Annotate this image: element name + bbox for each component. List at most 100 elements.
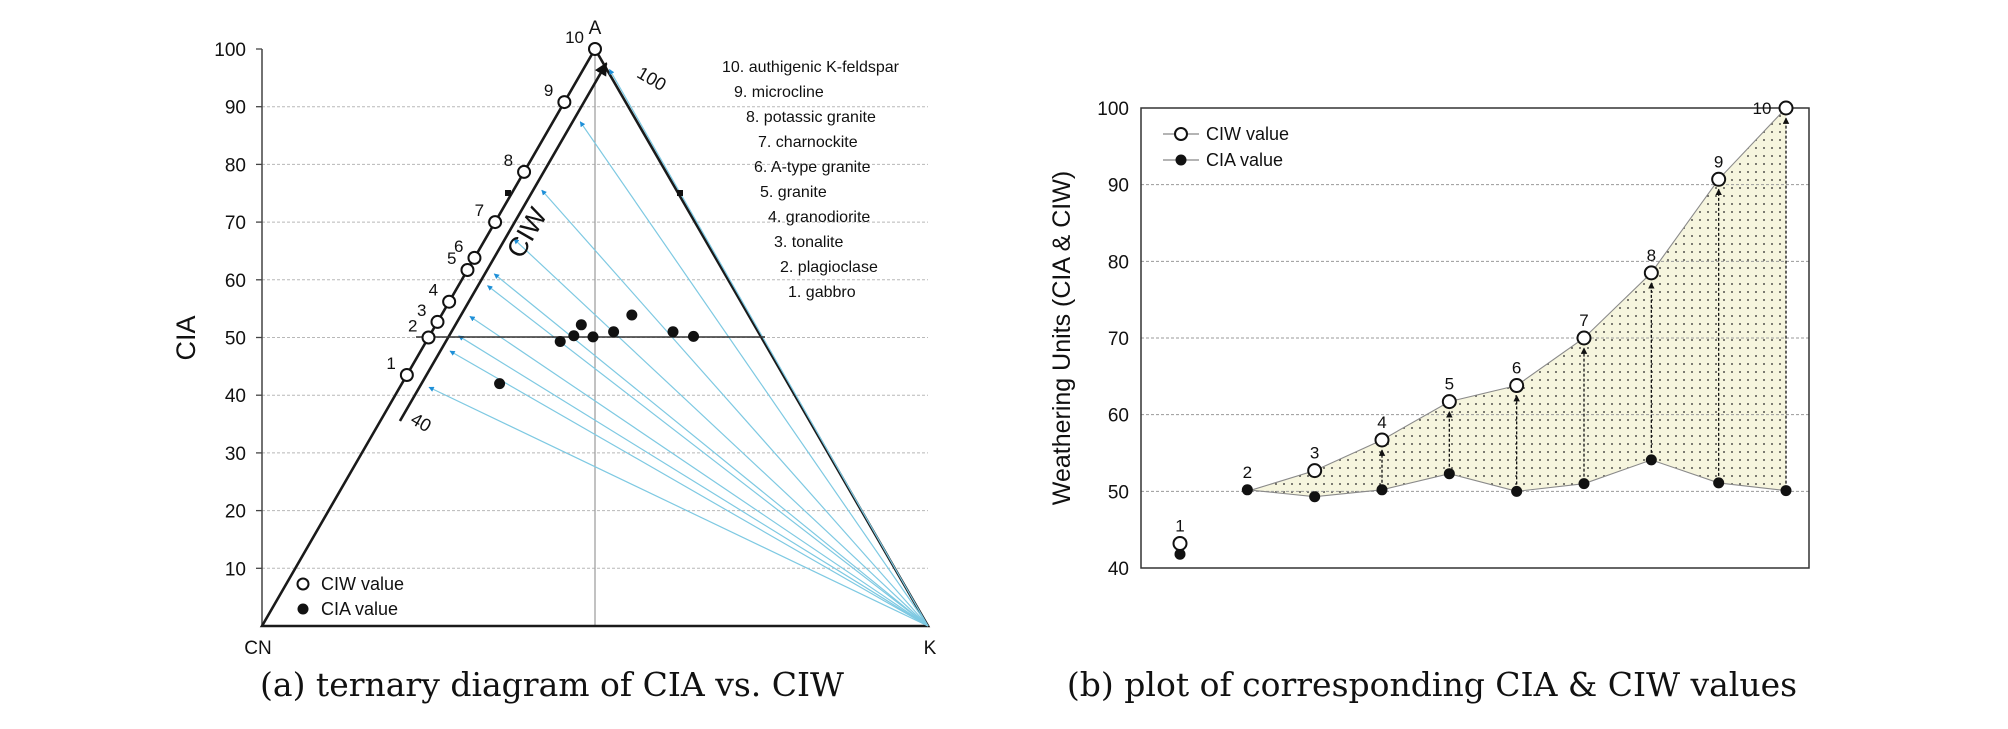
plot-y-tick-label: 70 xyxy=(1108,329,1129,350)
plot-legend: CIW value CIA value xyxy=(1163,124,1289,170)
ciw-point-label: 5 xyxy=(447,249,456,268)
ciw-point xyxy=(1643,265,1659,281)
cia-point xyxy=(575,319,587,331)
ciw-point xyxy=(1711,171,1727,187)
ciw-point xyxy=(460,262,475,277)
ciw-point xyxy=(557,95,572,110)
cia-point xyxy=(1578,478,1590,490)
plot-y-tick-label: 40 xyxy=(1108,559,1129,580)
ciw-point-label: 6 xyxy=(454,237,463,256)
cia-point xyxy=(1241,484,1253,496)
ternary-y-tick-label: 40 xyxy=(225,386,246,407)
rock-type-list: 10. authigenic K-feldspar 9. microcline 8.… xyxy=(722,59,900,301)
ciw-point xyxy=(1778,100,1794,116)
rock-type-item: 9. microcline xyxy=(734,84,824,101)
ciw-point-label: 1 xyxy=(386,354,395,373)
plot-category-labels: 1 2 3 4 5 6 7 8 9 10 xyxy=(1175,99,1771,535)
ciw-point-label: 7 xyxy=(475,201,484,220)
ternary-y-tick-label: 100 xyxy=(214,40,246,61)
ciw-point xyxy=(467,250,482,265)
cia-point xyxy=(1713,477,1725,489)
legend-marker-filled xyxy=(1175,154,1187,166)
ciw-point xyxy=(488,215,503,230)
projection-arrow xyxy=(608,68,929,627)
ciw-point xyxy=(421,330,436,345)
ciw-point xyxy=(1307,463,1323,479)
rock-type-item: 7. charnockite xyxy=(758,134,858,151)
plot-y-ticks: 40 50 60 70 80 90 100 xyxy=(1097,99,1129,580)
ciw-point-label: 2 xyxy=(408,317,417,336)
cia-point xyxy=(1511,485,1523,497)
plot-y-axis-label: Weathering Units (CIA & CIW) xyxy=(1048,171,1076,505)
cia-point xyxy=(1174,548,1186,560)
rock-type-item: 8. potassic granite xyxy=(746,109,876,126)
ternary-tick-mark xyxy=(505,190,511,196)
cia-point xyxy=(587,331,599,343)
ternary-legend: CIW value CIA value xyxy=(296,574,404,619)
projection-arrow xyxy=(458,335,929,627)
ternary-ciw-points xyxy=(399,42,602,383)
ciw-axis-tick-high: 100 xyxy=(634,63,670,95)
ternary-y-tick-label: 70 xyxy=(225,213,246,234)
line-plot-panel: 40 50 60 70 80 90 100 1 2 3 4 5 6 7 8 9 10 Weathering U… xyxy=(1048,99,1810,704)
category-label: 3 xyxy=(1310,444,1319,463)
cia-point xyxy=(667,326,679,338)
ciw-point xyxy=(1441,394,1457,410)
category-label: 7 xyxy=(1579,311,1588,330)
cia-point xyxy=(1645,454,1657,466)
ciw-point-label: 4 xyxy=(429,281,438,300)
legend-label: CIW value xyxy=(1206,124,1289,144)
ciw-point xyxy=(517,164,532,179)
plot-y-tick-label: 100 xyxy=(1097,99,1129,120)
vertex-label-right: K xyxy=(924,638,937,659)
category-label: 1 xyxy=(1175,516,1184,535)
projection-arrow xyxy=(469,315,929,627)
cia-point xyxy=(1780,485,1792,497)
cia-point xyxy=(568,330,580,342)
legend-marker-open xyxy=(296,577,310,591)
cia-point xyxy=(494,378,506,390)
ternary-y-tick-label: 20 xyxy=(225,502,246,523)
ciw-point xyxy=(588,42,602,56)
fill-dots xyxy=(1247,108,1786,497)
category-label: 9 xyxy=(1714,152,1723,171)
legend-marker-open xyxy=(1174,127,1188,141)
category-label: 10 xyxy=(1753,99,1772,118)
cia-point xyxy=(688,330,700,342)
ternary-tick-mark xyxy=(677,190,683,196)
ciw-point-label: 10 xyxy=(565,28,584,47)
ciw-point xyxy=(1172,535,1188,551)
ternary-projection-arrows xyxy=(428,68,929,627)
legend-marker-filled xyxy=(297,603,309,615)
plot-y-tick-label: 50 xyxy=(1108,482,1129,503)
ciw-axis-tick-low: 40 xyxy=(407,409,434,436)
ciw-point xyxy=(1576,330,1592,346)
ciw-axis-label: CIW xyxy=(501,202,553,263)
ternary-y-tick-label: 90 xyxy=(225,98,246,119)
plot-frame xyxy=(1140,107,1810,569)
plot-fill-area xyxy=(1247,108,1786,497)
category-label: 4 xyxy=(1377,413,1386,432)
rock-type-item: 1. gabbro xyxy=(788,284,856,301)
projection-arrow xyxy=(579,121,929,627)
rock-type-item: 5. granite xyxy=(760,184,827,201)
plot-connector-arrows xyxy=(1378,117,1790,485)
vertex-label-left: CN xyxy=(244,638,271,659)
plot-points xyxy=(1172,100,1794,560)
rock-type-item: 6. A-type granite xyxy=(754,159,871,176)
legend-label: CIA value xyxy=(1206,150,1283,170)
ternary-y-axis-label: CIA xyxy=(171,315,201,360)
rock-type-item: 2. plagioclase xyxy=(780,259,878,276)
rock-type-item: 3. tonalite xyxy=(774,234,843,251)
ternary-y-tick-label: 80 xyxy=(225,155,246,176)
ternary-y-tick-label: 60 xyxy=(225,271,246,292)
plot-y-tick-label: 80 xyxy=(1108,252,1129,273)
ternary-y-tick-label: 50 xyxy=(225,329,246,350)
ciw-point-label: 8 xyxy=(504,151,513,170)
rock-type-item: 10. authigenic K-feldspar xyxy=(722,59,900,76)
ternary-y-tick-label: 10 xyxy=(225,559,246,580)
ciw-point xyxy=(399,368,414,383)
